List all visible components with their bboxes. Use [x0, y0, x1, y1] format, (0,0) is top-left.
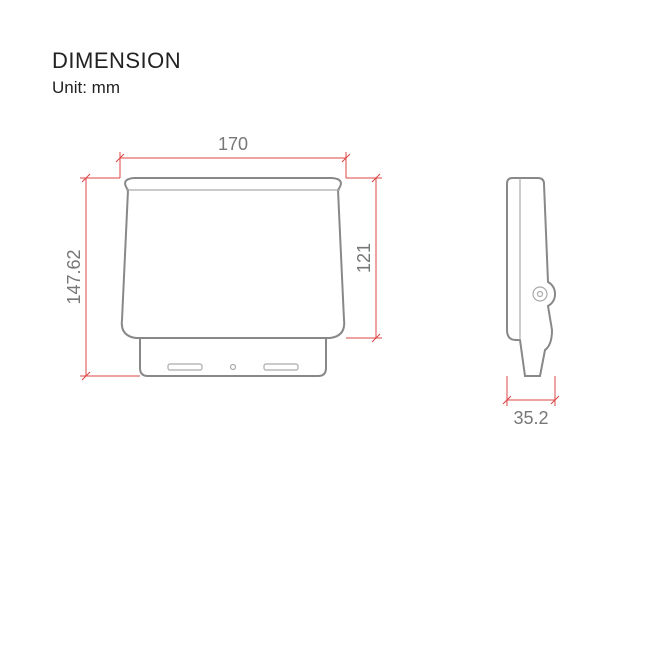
dim-width-170: 170 [116, 134, 350, 178]
side-view [507, 178, 555, 376]
dim-height-147: 147.62 [64, 174, 140, 380]
dimension-drawing: 170 121 147.62 35.2 [0, 0, 660, 660]
bracket-center-hole [231, 365, 236, 370]
dim-width-label: 170 [218, 134, 248, 154]
front-bracket-outline [140, 338, 326, 376]
page: DIMENSION Unit: mm [0, 0, 660, 660]
side-pivot-center [538, 292, 543, 297]
front-body-outline [122, 178, 344, 338]
dim-height-121: 121 [346, 174, 382, 342]
side-pivot-hole [533, 287, 547, 301]
dim-height2-label: 147.62 [64, 249, 84, 304]
side-body-outline [507, 178, 555, 376]
front-view [122, 178, 344, 376]
bracket-slot-left [168, 364, 202, 370]
dim-depth-35: 35.2 [503, 376, 559, 428]
dim-depth-label: 35.2 [513, 408, 548, 428]
dim-height1-label: 121 [354, 243, 374, 273]
bracket-slot-right [264, 364, 298, 370]
